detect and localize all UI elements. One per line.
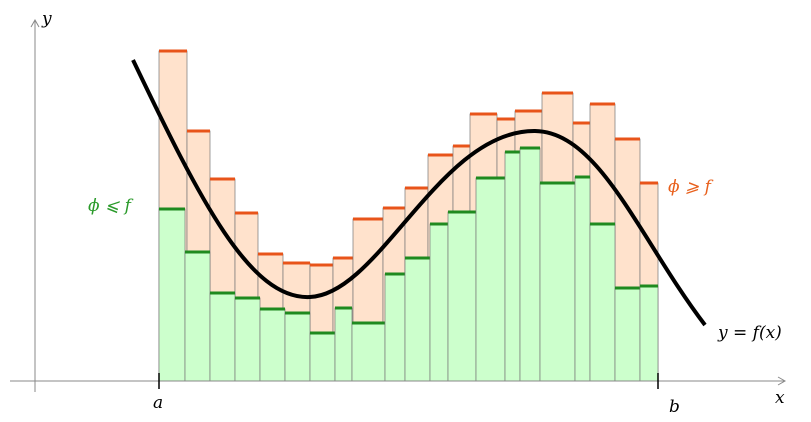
y-label: y — [41, 9, 52, 29]
x-arrow — [777, 376, 787, 386]
curve-label: y = f(x) — [717, 323, 782, 343]
lower-step — [614, 287, 641, 382]
lower-label: ϕ ⩽ f — [88, 196, 134, 216]
y-arrow — [30, 18, 40, 28]
lower-step — [475, 177, 506, 382]
lower-step — [234, 297, 261, 382]
lower-step — [158, 208, 186, 382]
a-label: a — [153, 393, 163, 413]
lower-step — [539, 182, 576, 382]
lower-steps — [158, 146, 659, 382]
lower-step — [184, 251, 211, 382]
lower-step — [259, 308, 286, 382]
lower-step — [284, 312, 311, 382]
b-label: b — [669, 397, 680, 417]
lower-step — [334, 307, 353, 382]
lower-step — [447, 211, 477, 382]
lower-step — [351, 322, 386, 382]
lower-step — [574, 176, 591, 382]
lower-step — [519, 147, 541, 382]
x-label: x — [775, 388, 785, 408]
lower-step — [209, 292, 236, 382]
lower-step — [404, 257, 431, 382]
curve — [131, 59, 707, 327]
lower-step — [309, 332, 336, 382]
lower-step — [589, 223, 616, 382]
upper-label: ϕ ⩾ f — [668, 177, 714, 197]
lower-step — [639, 285, 659, 382]
lower-step — [504, 151, 521, 382]
lower-step — [429, 223, 449, 382]
lower-step — [384, 273, 406, 382]
